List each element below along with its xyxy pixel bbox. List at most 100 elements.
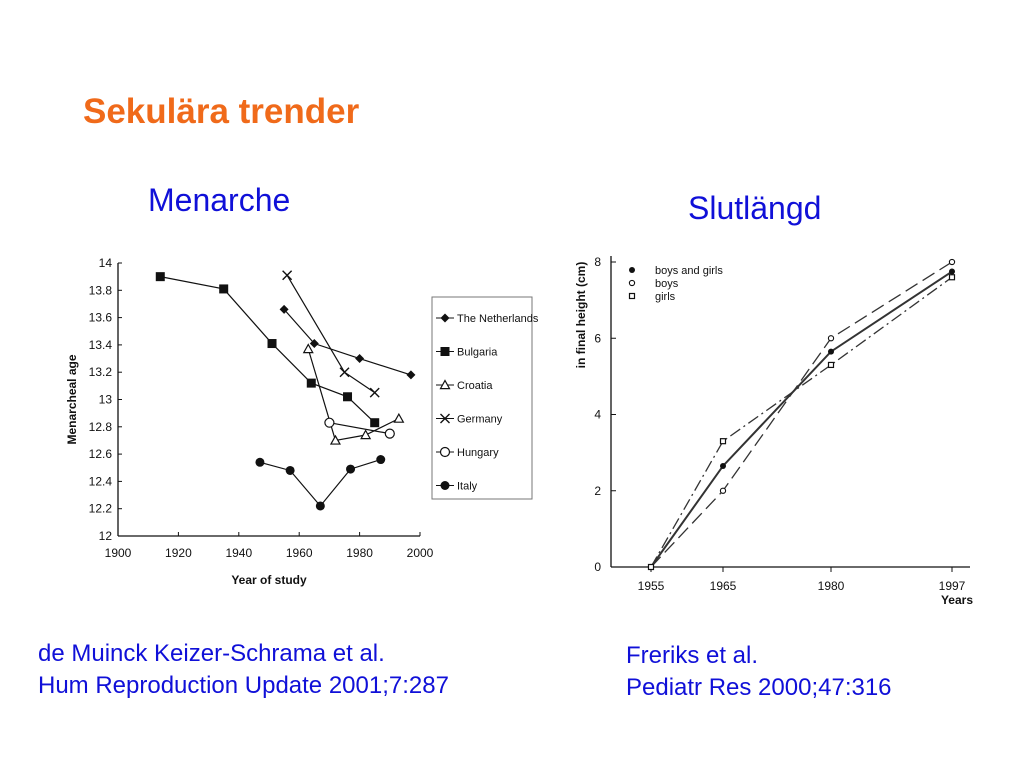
data-point-the-netherlands <box>309 339 319 349</box>
series-the-netherlands <box>279 304 416 380</box>
data-point-italy <box>255 457 265 467</box>
left-citation-authors: de Muinck Keizer-Schrama et al. <box>38 640 385 667</box>
legend-label-italy: Italy <box>457 481 478 493</box>
data-point-italy <box>285 465 295 475</box>
menarche-legend: The Netherlands Bulgaria Croatia Germany Hun… <box>431 296 539 500</box>
legend-label-the-netherlands: The Netherlands <box>457 313 539 325</box>
series-bulgaria <box>155 272 380 428</box>
series-line-italy <box>259 458 381 507</box>
menarche-x-tick-label: 2000 <box>407 546 434 560</box>
series-line-girls <box>650 276 953 568</box>
menarche-axes: 12 12.2 12.4 12.6 12.8 13 13.2 13.4 13.6 13.8 14 19… <box>65 256 434 587</box>
data-point-bulgaria <box>343 392 353 402</box>
data-point-the-netherlands <box>279 304 289 314</box>
right-citation: Freriks et al. Pediatr Res 2000;47:316 <box>626 640 892 704</box>
final-height-x-tick-label: 1980 <box>818 579 845 593</box>
final-height-x-tick-label: 1955 <box>638 579 665 593</box>
legend-marker-croatia <box>439 379 451 390</box>
final-height-y-tick-label: 8 <box>594 255 601 269</box>
data-point-bulgaria <box>219 284 229 294</box>
data-point-italy <box>315 501 325 511</box>
menarche-x-tick-label: 1960 <box>286 546 313 560</box>
data-point-boys-and-girls <box>949 268 955 275</box>
menarche-y-tick-label: 12.2 <box>89 502 113 516</box>
data-point-croatia <box>302 343 314 354</box>
legend-box <box>431 296 533 500</box>
final-height-y-tick-label: 0 <box>594 560 601 574</box>
menarche-y-tick-label: 13.6 <box>89 311 113 325</box>
series-line-boys-and-girls <box>650 270 953 568</box>
data-point-croatia <box>329 434 341 445</box>
data-point-hungary <box>324 417 335 428</box>
data-point-boys <box>719 487 727 494</box>
data-point-girls <box>719 438 727 445</box>
data-point-bulgaria <box>155 272 165 282</box>
slide-title: Sekulära trender <box>83 92 360 131</box>
left-citation-journal: Hum Reproduction Update 2001;7:287 <box>38 672 449 699</box>
series-girls <box>647 274 956 571</box>
data-point-bulgaria <box>267 339 277 349</box>
final-height-x-tick-label: 1997 <box>939 579 966 593</box>
legend-label-boys-and-girls: boys and girls <box>655 265 723 277</box>
menarche-y-tick-label: 13.8 <box>89 283 113 297</box>
menarche-y-tick-label: 13.4 <box>89 338 113 352</box>
final-height-plot-area <box>647 258 956 571</box>
menarche-plot-area <box>155 270 416 511</box>
final-height-y-tick-label: 4 <box>594 408 601 422</box>
series-line-bulgaria <box>160 276 376 424</box>
data-point-croatia <box>360 429 372 440</box>
menarche-y-tick-label: 14 <box>99 256 113 270</box>
data-point-hungary <box>384 428 395 439</box>
menarche-y-tick-label: 12 <box>99 529 113 543</box>
series-line-hungary <box>329 422 390 435</box>
data-point-girls <box>948 274 956 281</box>
menarche-y-tick-label: 13.2 <box>89 365 113 379</box>
legend-label-germany: Germany <box>457 414 503 426</box>
final-height-x-tick-label: 1965 <box>710 579 737 593</box>
legend-marker-bulgaria <box>440 347 450 356</box>
data-point-germany <box>339 367 350 378</box>
menarche-x-tick-label: 1980 <box>346 546 373 560</box>
data-point-the-netherlands <box>406 370 416 380</box>
legend-label-bulgaria: Bulgaria <box>457 347 498 359</box>
series-boys <box>647 258 956 571</box>
menarche-x-tick-label: 1900 <box>105 546 132 560</box>
data-point-boys <box>948 258 956 266</box>
series-italy <box>255 455 386 511</box>
menarche-y-axis-title: Menarcheal age <box>65 354 79 444</box>
data-point-germany <box>369 387 380 398</box>
legend-marker-boys <box>628 279 636 287</box>
series-line-boys <box>650 261 953 568</box>
data-point-girls <box>827 361 835 369</box>
legend-marker-the-netherlands <box>440 313 450 323</box>
legend-label-hungary: Hungary <box>457 447 499 459</box>
right-citation-authors: Freriks et al. <box>626 642 759 669</box>
data-point-germany <box>282 270 293 281</box>
data-point-bulgaria <box>306 378 316 388</box>
series-line-croatia <box>307 348 400 442</box>
menarche-x-tick-label: 1940 <box>225 546 252 560</box>
series-germany <box>282 270 380 398</box>
right-citation-journal: Pediatr Res 2000;47:316 <box>626 674 892 701</box>
legend-label-croatia: Croatia <box>457 380 493 392</box>
series-line-the-netherlands <box>283 309 412 376</box>
legend-marker-girls <box>628 292 636 300</box>
menarche-x-axis-title: Year of study <box>231 573 307 587</box>
menarche-y-tick-label: 13 <box>99 393 113 407</box>
menarche-x-tick-label: 1920 <box>165 546 192 560</box>
menarche-y-tick-label: 12.4 <box>89 474 113 488</box>
series-line-germany <box>286 274 376 394</box>
legend-marker-boys-and-girls <box>629 267 635 273</box>
data-point-girls <box>647 563 655 571</box>
final-height-y-tick-label: 6 <box>594 331 601 345</box>
final-height-y-axis-title: in final height (cm) <box>574 262 588 369</box>
data-point-italy <box>346 464 356 474</box>
menarche-y-tick-label: 12.6 <box>89 447 113 461</box>
final-height-x-axis-title: Years <box>941 593 973 607</box>
data-point-the-netherlands <box>355 354 365 364</box>
final-height-y-tick-label: 2 <box>594 484 601 498</box>
data-point-boys <box>827 335 835 342</box>
